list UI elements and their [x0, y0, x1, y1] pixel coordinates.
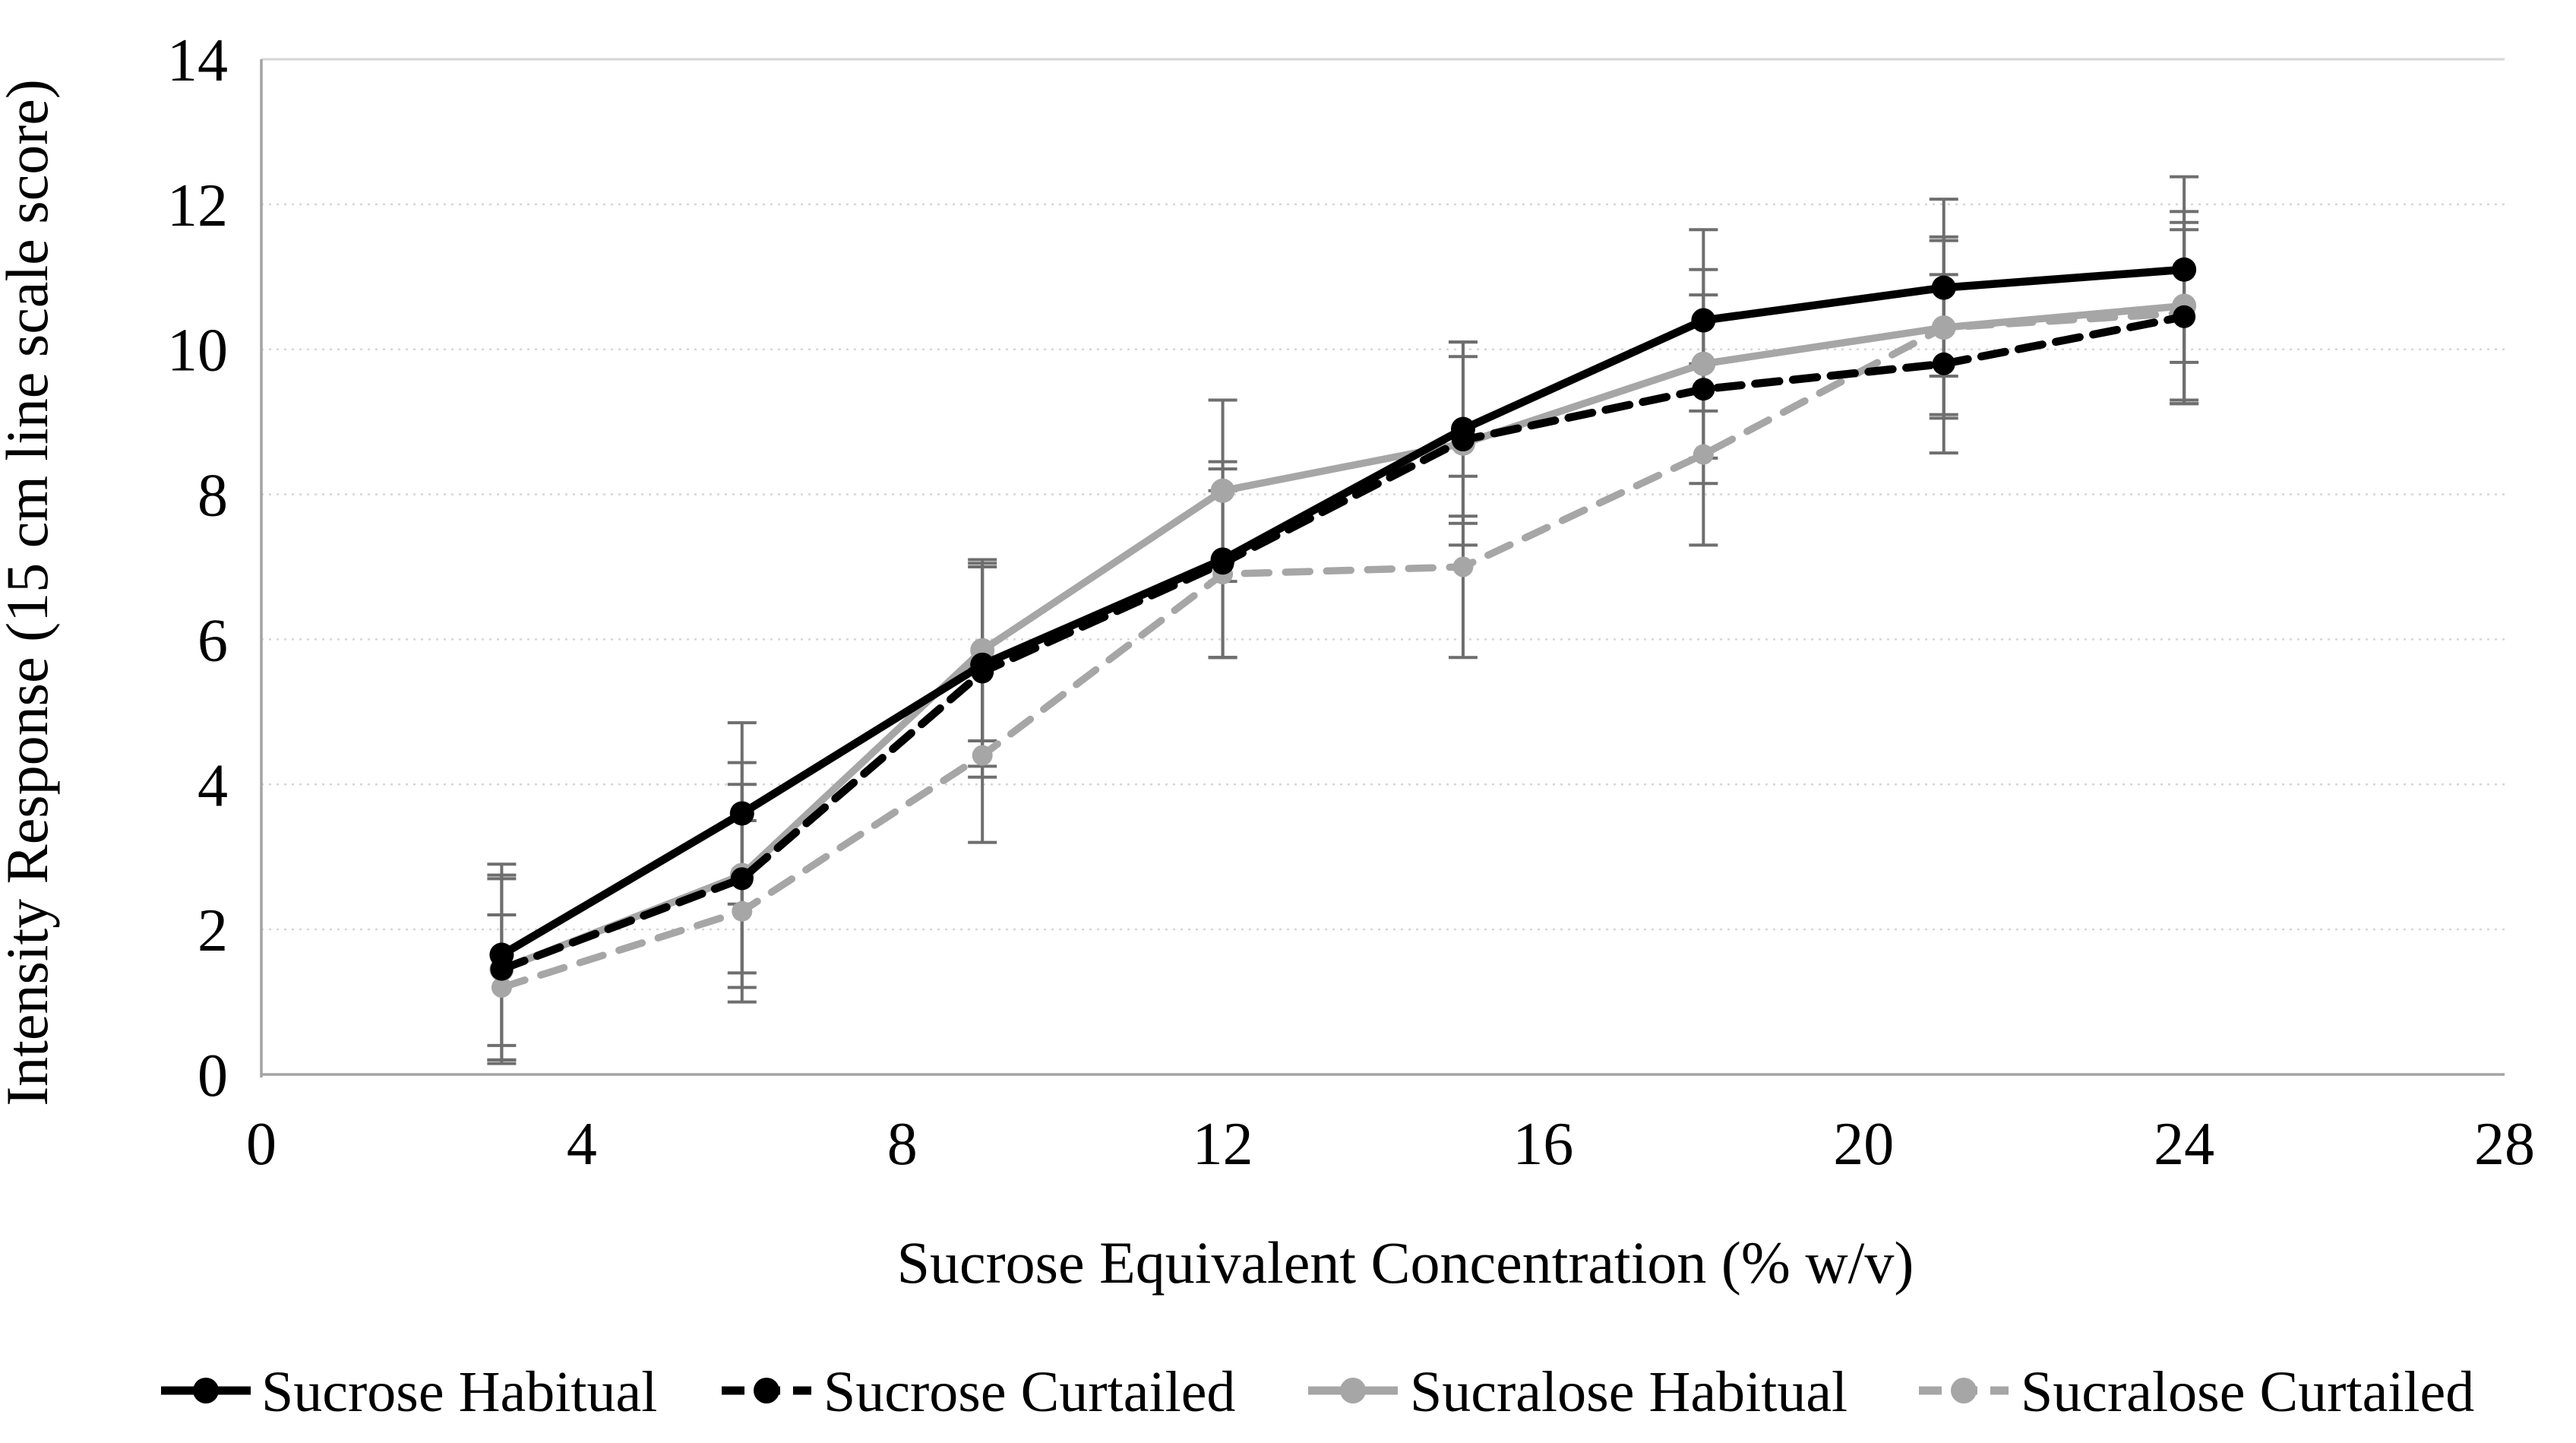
- data-point-marker: [730, 867, 754, 891]
- series-line-sucrose-curtailed: [498, 312, 2189, 973]
- data-point-marker: [1692, 378, 1715, 401]
- circle-marker-icon: [1951, 1378, 1977, 1403]
- y-tick-label: 0: [198, 1043, 228, 1109]
- x-tick-label: 12: [1193, 1111, 1253, 1178]
- y-tick-label: 10: [167, 318, 228, 384]
- data-point-marker: [1450, 416, 1475, 441]
- data-point-marker: [2173, 305, 2196, 328]
- legend-label: Sucrose Curtailed: [823, 1360, 1235, 1424]
- data-point-marker: [491, 976, 512, 998]
- x-tick-label: 28: [2474, 1111, 2535, 1178]
- x-tick-label: 20: [1833, 1111, 1894, 1178]
- legend-item-sucralose-habitual: Sucralose Habitual: [1308, 1360, 1847, 1424]
- data-point-marker: [2172, 257, 2197, 282]
- x-axis-title: Sucrose Equivalent Concentration (% w/v): [897, 1229, 1914, 1296]
- x-tick-label: 24: [2154, 1111, 2214, 1178]
- y-tick-label: 2: [198, 897, 228, 964]
- y-tick-label: 4: [198, 752, 228, 819]
- series-line-sucrose-habitual: [498, 265, 2189, 959]
- data-point-marker: [970, 652, 995, 677]
- y-axis-title: Intensity Response (15 cm line scale sco…: [0, 79, 60, 1106]
- circle-marker-icon: [193, 1378, 219, 1403]
- data-point-marker: [1210, 478, 1235, 503]
- x-tick-label: 0: [246, 1111, 277, 1178]
- series-line-sucralose-curtailed: [498, 309, 2188, 992]
- y-tick-label: 6: [198, 607, 228, 674]
- data-point-marker: [1691, 308, 1716, 333]
- data-point-marker: [729, 801, 754, 826]
- x-tick-label: 4: [567, 1111, 597, 1178]
- data-point-marker: [1931, 315, 1956, 340]
- y-tick-label: 12: [167, 172, 228, 239]
- data-point-marker: [1693, 444, 1714, 465]
- legend-item-sucralose-curtailed: Sucralose Curtailed: [1919, 1360, 2474, 1424]
- legend-label: Sucralose Curtailed: [2021, 1360, 2474, 1424]
- data-point-marker: [489, 942, 514, 967]
- y-tick-label: 14: [167, 27, 228, 94]
- data-point-marker: [1932, 352, 1955, 375]
- legend-item-sucrose-habitual: Sucrose Habitual: [161, 1360, 657, 1424]
- data-point-marker: [1210, 547, 1235, 572]
- legend-item-sucrose-curtailed: Sucrose Curtailed: [722, 1360, 1235, 1424]
- series-line-sucralose-habitual: [498, 302, 2188, 973]
- data-point-marker: [1691, 351, 1716, 376]
- y-tick-label: 8: [198, 463, 228, 530]
- x-tick-label: 16: [1512, 1111, 1573, 1178]
- x-tick-label: 8: [887, 1111, 918, 1178]
- legend-label: Sucrose Habitual: [261, 1360, 657, 1424]
- data-point-marker: [1931, 275, 1956, 300]
- circle-marker-icon: [1340, 1378, 1366, 1403]
- data-point-marker: [732, 900, 753, 922]
- circle-marker-icon: [754, 1378, 779, 1403]
- data-point-marker: [1452, 556, 1474, 578]
- legend-label: Sucralose Habitual: [1410, 1360, 1847, 1424]
- data-point-marker: [972, 745, 993, 766]
- chart-legend: Sucrose Habitual Sucrose Curtailed Sucra…: [161, 1360, 2474, 1424]
